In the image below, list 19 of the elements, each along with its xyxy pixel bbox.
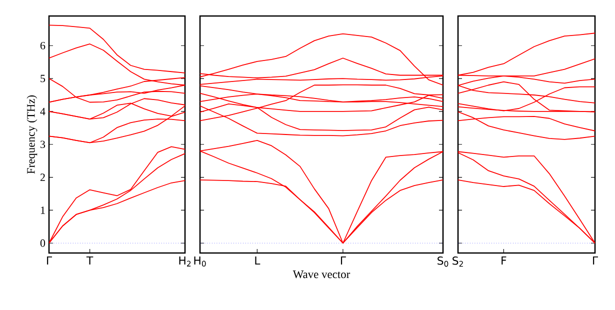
y-tick-label: 3 (40, 140, 46, 148)
y-tick-label: 5 (40, 74, 46, 82)
x-tick-label: Γ (340, 256, 346, 265)
y-tick-label: 6 (40, 42, 46, 50)
x-tick-label: Γ (47, 256, 52, 265)
x-tick-label: H$_{2}$ (179, 256, 191, 266)
y-tick-label: 2 (40, 174, 45, 181)
y-tick-label: 4 (40, 108, 46, 116)
y-axis-title: Frequency (THz) (26, 95, 38, 174)
y-tick-label: 0 (40, 239, 46, 247)
x-tick-label: Γ (593, 256, 598, 265)
x-tick-label: L (255, 256, 260, 265)
y-tick-label: 1 (40, 206, 45, 214)
x-tick-label: F (502, 256, 506, 265)
x-axis-title: Wave vector (292, 270, 350, 278)
x-tick-label: S$_{0}$ (438, 256, 448, 267)
x-tick-label: H$_{0}$ (194, 256, 206, 267)
x-tick-label: S$_{2}$ (452, 256, 463, 267)
x-tick-label: T (86, 256, 94, 265)
